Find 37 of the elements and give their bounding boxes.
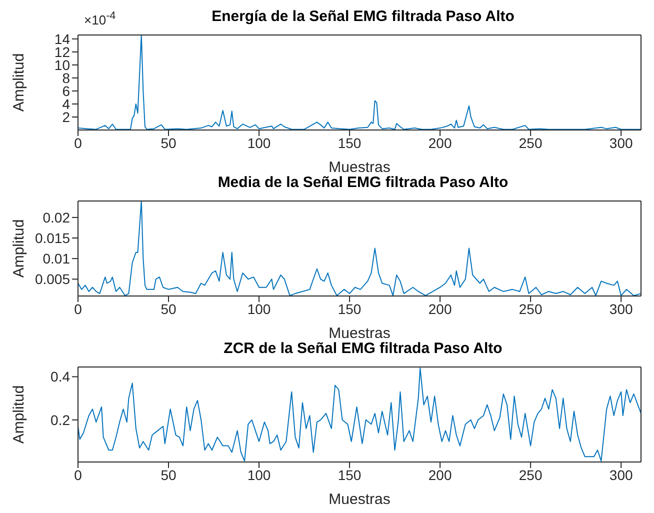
x-tick-label: 0 xyxy=(74,134,82,151)
chart-title: Energía de la Señal EMG filtrada Paso Alto xyxy=(212,8,514,25)
x-tick-label: 100 xyxy=(247,134,271,151)
y-tick-label: 0.2 xyxy=(50,412,70,428)
x-tick-label: 50 xyxy=(160,134,177,151)
x-tick-label: 300 xyxy=(609,134,633,151)
x-tick-label: 50 xyxy=(160,300,177,317)
y-axis-title: Amplitud xyxy=(10,385,28,444)
x-tick-label: 300 xyxy=(609,300,633,317)
y-tick-label: 0.4 xyxy=(50,368,70,385)
x-tick-label: 250 xyxy=(518,300,542,317)
x-axis-title: Muestras xyxy=(328,325,390,342)
x-tick-label: 200 xyxy=(428,300,452,317)
y-axis-title: Amplitud xyxy=(10,53,28,112)
y-tick-label: 0.005 xyxy=(34,271,70,288)
x-tick-label: 250 xyxy=(518,134,542,151)
x-tick-label: 100 xyxy=(247,466,271,483)
x-tick-label: 150 xyxy=(338,134,362,151)
x-tick-label: 0 xyxy=(74,300,82,317)
x-tick-label: 100 xyxy=(247,300,271,317)
x-tick-label: 150 xyxy=(338,300,362,317)
x-tick-label: 0 xyxy=(74,466,82,483)
text: ×10$^{-4}$ xyxy=(84,10,116,28)
x-tick-label: 200 xyxy=(428,134,452,151)
y-tick-label: 0.02 xyxy=(42,209,70,226)
y-axis-title: Amplitud xyxy=(10,219,28,278)
x-tick-label: 50 xyxy=(160,466,177,483)
chart-title: Media de la Señal EMG filtrada Paso Alto xyxy=(216,174,510,192)
x-tick-label: 200 xyxy=(428,466,452,483)
x-tick-label: 300 xyxy=(609,466,633,483)
y-tick-label: 0.015 xyxy=(34,230,70,246)
x-tick-label: 250 xyxy=(518,466,542,483)
chart-title: ZCR de la Señal EMG filtrada Paso Alto xyxy=(222,340,504,358)
x-axis-title: Muestras xyxy=(328,491,390,508)
x-tick-label: 150 xyxy=(338,466,362,483)
x-axis-title: Muestras xyxy=(328,159,390,176)
y-tick-label: 0.01 xyxy=(42,250,70,267)
